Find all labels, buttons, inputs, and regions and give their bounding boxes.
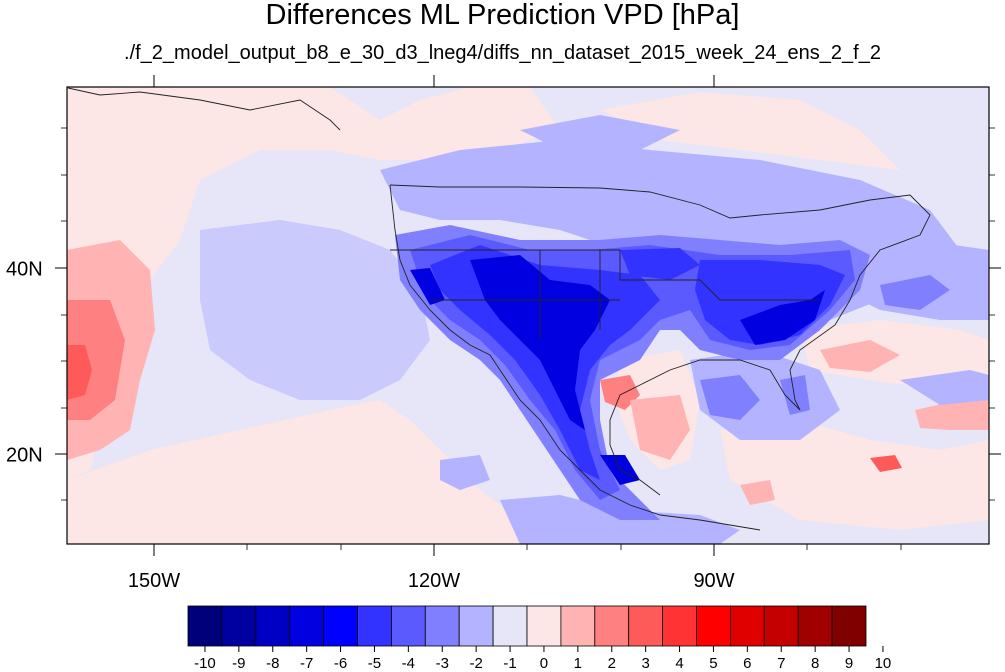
lat-label-40n: 40N [6, 258, 43, 281]
light-red-region [600, 92, 900, 170]
colorbar-label: -6 [333, 655, 348, 672]
salmon-region [600, 375, 640, 410]
chart-subtitle: ./f_2_model_output_b8_e_30_d3_lneg4/diff… [124, 42, 881, 64]
light-red-region [720, 420, 989, 530]
colorbar-label: 8 [810, 655, 820, 672]
pink-region [820, 340, 900, 372]
chart-title: Differences ML Prediction VPD [hPa] [265, 0, 740, 31]
deep-blue-region [470, 255, 610, 430]
colorbar-label: 6 [743, 655, 752, 672]
red-region [870, 455, 902, 472]
lat-label-20n: 20N [6, 444, 43, 467]
colorbar-label: -7 [299, 655, 314, 672]
colorbar [187, 605, 867, 647]
colorbar-label: 2 [607, 655, 616, 672]
colorbar-swatch [424, 605, 460, 647]
lon-label-90w: 90W [693, 570, 735, 592]
colorbar-label: -9 [232, 655, 246, 672]
colorbar-label: -8 [266, 655, 280, 672]
colorbar-label: 10 [874, 655, 892, 672]
pink-region [630, 395, 690, 460]
pink-region [740, 480, 775, 505]
deep-blue-region [740, 290, 825, 345]
light-red-region [67, 87, 560, 480]
colorbar-ticks [204, 646, 884, 652]
lon-label-150w: 150W [127, 570, 181, 592]
axis-minor-ticks [61, 127, 995, 550]
light-blue-region [440, 455, 490, 490]
colorbar-label: -5 [367, 655, 382, 672]
deep-blue-region [410, 268, 445, 305]
colorbar-swatch [797, 605, 833, 647]
map-field [67, 87, 989, 544]
colorbar-label: -4 [401, 655, 416, 672]
light-blue-region [200, 220, 430, 400]
colorbar-label: 7 [777, 655, 786, 672]
light-blue-region [520, 115, 680, 150]
medium-blue-region [780, 375, 810, 415]
colorbar-label: -10 [194, 655, 216, 672]
colorbar-swatch [594, 605, 630, 647]
colorbar-swatch [763, 605, 799, 647]
map-frame [66, 86, 990, 545]
colorbar-swatch [187, 605, 223, 647]
colorbar-swatch [289, 605, 325, 647]
colorbar-swatch [560, 605, 596, 647]
light-blue-region [580, 165, 650, 200]
red-region [67, 345, 92, 400]
lon-label-120w: 120W [407, 570, 461, 592]
colorbar-swatch [390, 605, 426, 647]
colorbar-label: 3 [641, 655, 650, 672]
colorbar-swatch [831, 605, 867, 647]
colorbar-swatch [492, 605, 528, 647]
colorbar-swatch [526, 605, 562, 647]
colorbar-swatch [221, 605, 257, 647]
colorbar-swatch [662, 605, 697, 647]
colorbar-swatch [323, 605, 358, 647]
colorbar-label: 5 [709, 655, 718, 672]
colorbar-label: -2 [469, 655, 483, 672]
colorbar-label: 9 [844, 655, 854, 672]
colorbar-label: 4 [675, 655, 684, 672]
colorbar-label: 0 [539, 655, 549, 672]
medium-blue-region [880, 275, 950, 310]
colorbar-swatch [458, 605, 494, 647]
pink-region [915, 400, 989, 430]
axis-ticks [55, 75, 1001, 556]
light-blue-region [900, 370, 989, 405]
colorbar-label: -1 [503, 655, 517, 672]
colorbar-swatch [628, 605, 664, 647]
colorbar-swatch [357, 605, 392, 647]
colorbar-label: -3 [435, 655, 449, 672]
coastlines [67, 87, 931, 531]
colorbar-swatch [255, 605, 291, 647]
colorbar-swatch [696, 605, 731, 647]
colorbar-label: 1 [573, 655, 583, 672]
light-red-region [67, 400, 560, 544]
colorbar-swatch [730, 605, 765, 647]
strong-blue-region [620, 248, 700, 280]
medium-blue-region [700, 375, 760, 420]
